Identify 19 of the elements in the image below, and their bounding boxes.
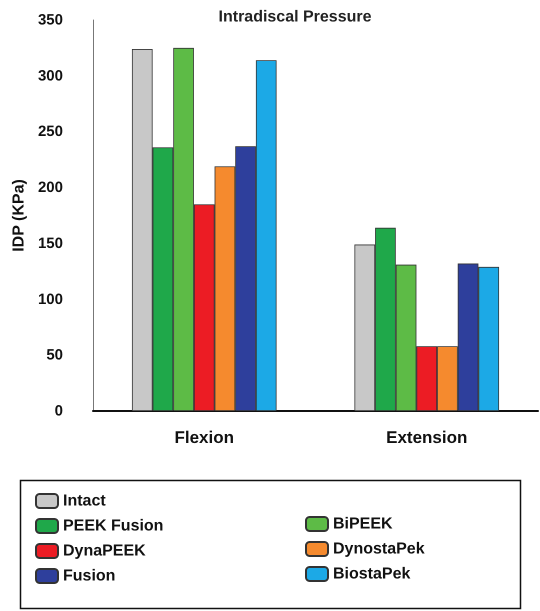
- y-axis-title: IDP (KPa): [10, 179, 28, 252]
- y-tick-label: 250: [38, 123, 63, 140]
- legend-label: BiostaPek: [333, 566, 410, 582]
- legend-label: DynostaPek: [333, 540, 425, 558]
- y-tick-label: 50: [46, 346, 63, 364]
- y-tick-label: 300: [38, 67, 63, 84]
- chart-title: Intradiscal Pressure: [218, 8, 372, 26]
- x-tick-label: Extension: [386, 428, 468, 447]
- y-tick-label: 0: [54, 402, 63, 420]
- legend-label: PEEK Fusion: [63, 518, 164, 534]
- x-tick-label: Flexion: [174, 428, 234, 447]
- y-tick-label: 200: [38, 179, 63, 196]
- y-tick-label: 150: [38, 234, 63, 252]
- legend-label: BiPEEK: [333, 516, 394, 532]
- y-tick-label: 100: [38, 290, 63, 308]
- y-tick-label: 350: [38, 12, 63, 28]
- legend-label: DynaPEEK: [63, 542, 146, 560]
- legend-label: Intact: [63, 492, 106, 510]
- legend-label: Fusion: [63, 568, 116, 584]
